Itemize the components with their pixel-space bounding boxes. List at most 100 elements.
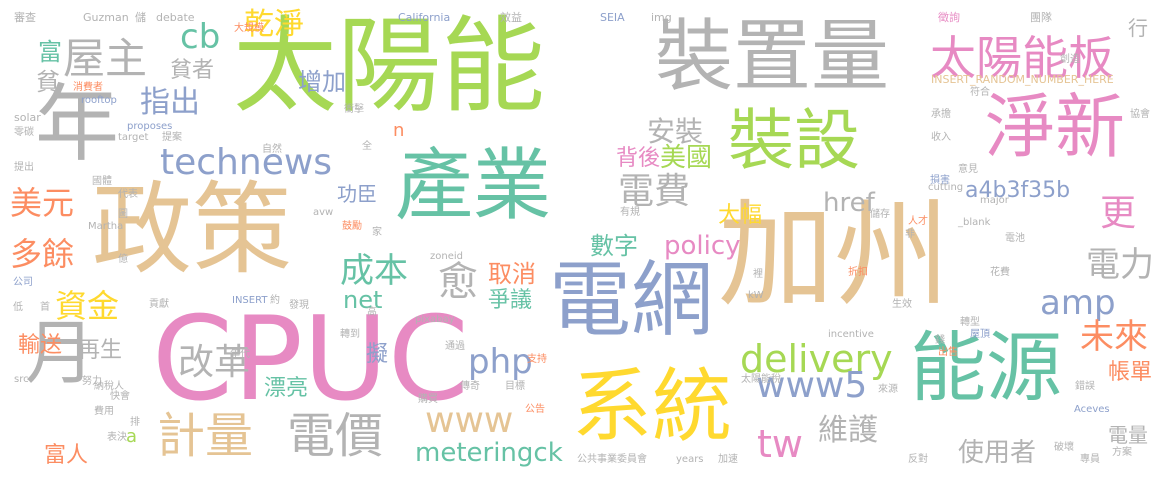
word-cloud-term: 月 — [25, 312, 95, 394]
word-cloud-term: debate — [156, 11, 195, 24]
word-cloud-term: 全 — [362, 141, 372, 152]
word-cloud-term: 審查 — [14, 11, 36, 24]
word-cloud-term: policy — [664, 231, 741, 261]
word-cloud-term: 首 — [40, 302, 50, 313]
word-cloud-term: 公共事業委員會 — [577, 454, 647, 465]
word-cloud-term: 錢 — [935, 335, 945, 346]
word-cloud-term: 更 — [1100, 193, 1137, 234]
word-cloud-term: technews — [160, 142, 333, 183]
word-cloud-term: 錯誤 — [1075, 381, 1095, 392]
word-cloud-term: 家 — [372, 227, 382, 238]
word-cloud-term: 非 — [905, 229, 915, 240]
word-cloud-term: 損害 — [930, 175, 950, 186]
word-cloud-term: 來源 — [878, 384, 898, 395]
word-cloud-term: 太陽能稅 — [741, 374, 781, 385]
word-cloud-term: 提案 — [162, 132, 182, 143]
word-cloud-term: cb — [180, 17, 221, 57]
word-cloud-term: 淨新 — [985, 86, 1125, 168]
word-cloud-term: 取消 — [488, 260, 536, 288]
word-cloud-term: 生效 — [892, 299, 912, 310]
word-cloud-term: 公司 — [13, 277, 33, 288]
word-cloud-term: a — [126, 426, 138, 447]
word-cloud-term: 未來 — [1080, 317, 1148, 357]
word-cloud-term: 裝設 — [728, 102, 860, 179]
word-cloud-term: 創造 — [1060, 54, 1080, 65]
word-cloud-term: 破壞 — [1054, 442, 1074, 453]
word-cloud-term: pixabay — [415, 314, 455, 325]
word-cloud-term: 鼓勵 — [342, 221, 362, 232]
word-cloud-term: 爭議 — [488, 288, 533, 313]
word-cloud-term: 裡 — [753, 269, 763, 280]
word-cloud-term: avw — [313, 207, 334, 218]
word-cloud-term: rooftop — [81, 95, 117, 106]
word-cloud-term: zoneid — [430, 251, 463, 262]
word-cloud-term: 圖 — [118, 209, 128, 220]
word-cloud-term: 儲存 — [870, 209, 890, 220]
word-cloud-term: 美元 — [10, 184, 75, 222]
word-cloud-term: amp — [1040, 283, 1116, 323]
word-cloud-term: 擬 — [366, 342, 389, 367]
word-cloud-term: php — [468, 342, 533, 382]
word-cloud-term: 自然 — [262, 144, 282, 155]
word-cloud-term: 通過 — [445, 341, 465, 352]
word-cloud-term: 表決 — [107, 432, 127, 443]
word-cloud-term: kW — [748, 290, 764, 301]
word-cloud-term: 多餘 — [10, 235, 75, 273]
word-cloud-term: 裝置量 — [655, 12, 890, 102]
word-cloud-term: 團隊 — [1030, 11, 1052, 24]
word-cloud-term: 漂亮 — [264, 376, 309, 401]
word-cloud-term: 電池 — [1005, 233, 1025, 244]
word-cloud-term: www5 — [756, 365, 868, 406]
word-cloud-term: 富 — [38, 38, 62, 66]
word-cloud-term: SEIA — [600, 11, 625, 24]
word-cloud-term: 電量 — [1108, 423, 1148, 447]
word-cloud-term: 協會 — [1130, 109, 1150, 120]
word-cloud-term: 零碳 — [14, 127, 34, 138]
word-cloud-term: 成本 — [340, 251, 408, 291]
word-cloud-term: 背後 — [616, 146, 661, 171]
word-cloud-term: Guzman — [83, 11, 129, 24]
word-cloud-term: 效益 — [500, 11, 522, 24]
word-cloud-term: 安裝 — [647, 115, 704, 148]
word-cloud-term: 大規模 — [234, 23, 264, 34]
word-cloud-term: 努力 — [82, 376, 102, 387]
word-cloud-term: 公告 — [525, 404, 545, 415]
word-cloud-term: 花費 — [990, 267, 1010, 278]
word-cloud-term: 屋頂 — [970, 329, 990, 340]
word-cloud-term: Martha — [88, 221, 124, 232]
word-cloud-term: 有規 — [620, 207, 640, 218]
word-cloud-term: 低 — [13, 302, 23, 313]
word-cloud-term: www — [425, 400, 514, 441]
word-cloud-term: 改革 — [178, 342, 251, 383]
word-cloud-term: 輸送 — [18, 333, 63, 358]
word-cloud-term: 電價 — [287, 408, 384, 464]
word-cloud-term: INSERT_RANDOM_NUMBER_HERE — [931, 73, 1114, 86]
word-cloud-term: cutting — [928, 182, 964, 193]
word-cloud-term: CPUC — [152, 292, 469, 427]
word-cloud-term: 支持 — [527, 354, 547, 365]
word-cloud-term: 使用者 — [958, 438, 1037, 468]
word-cloud-term: tw — [757, 422, 803, 466]
word-cloud-term: 符合 — [970, 87, 990, 98]
word-cloud-term: 方案 — [1112, 447, 1132, 458]
word-cloud-term: 太陽能板 — [930, 31, 1114, 85]
word-cloud-term: 排 — [130, 417, 140, 428]
word-cloud-term: 計量 — [157, 408, 254, 464]
word-cloud-term: 折扣 — [848, 267, 868, 278]
word-cloud-term: 能源 — [910, 323, 1062, 412]
word-cloud-term: 電費 — [618, 171, 691, 212]
word-cloud-term: target — [118, 132, 149, 143]
word-cloud-term: 美國 — [660, 143, 713, 173]
word-cloud-term: California — [398, 11, 451, 24]
word-cloud-term: 衝擊 — [344, 104, 364, 115]
word-cloud-term: 費用 — [94, 406, 114, 417]
word-cloud-term: incentive — [828, 329, 874, 340]
word-cloud-term: 目標 — [505, 381, 525, 392]
word-cloud-term: 系統 — [572, 360, 732, 453]
word-cloud-term: _blank — [958, 217, 991, 228]
word-cloud-term: 傳奇 — [460, 381, 480, 392]
word-cloud-term: 增加 — [298, 68, 346, 96]
word-cloud-term: 承擔 — [931, 109, 951, 120]
word-cloud-term: 再生 — [78, 338, 123, 363]
